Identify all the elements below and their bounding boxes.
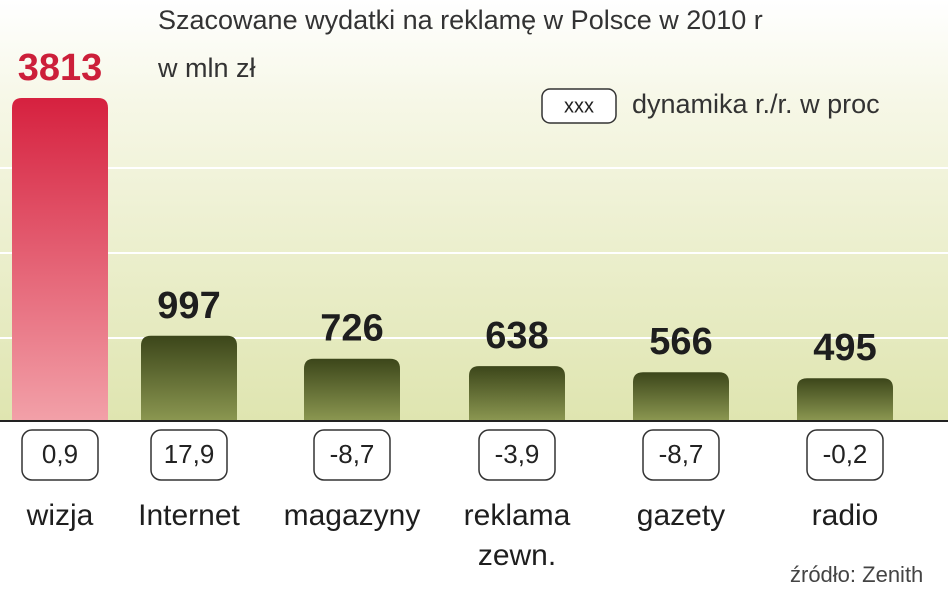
bar [797,378,893,420]
legend-box-label: xxx [564,95,594,117]
dynamics-box [642,429,720,481]
value-label: 638 [485,315,548,357]
dynamics-box [806,429,884,481]
bar [469,366,565,420]
chart-title: Szacowane wydatki na reklamę w Polsce w … [158,5,763,35]
dynamics-box [478,429,556,481]
source: źródło: Zenith [790,562,923,587]
dynamics-label: 17,9 [164,439,215,469]
legend-box [541,88,617,124]
value-label: 3813 [18,47,103,89]
dynamics-label: -0,2 [823,439,868,469]
legend-text: dynamika r./r. w proc [632,89,880,119]
bar [304,358,400,420]
x-tick-label: magazyny [284,499,421,532]
x-tick-label: reklama zewn. [464,499,571,572]
bar [141,335,237,420]
x-tick-label: gazety [637,499,725,532]
chart-subtitle: w mln zł [157,53,256,83]
dynamics-label: -8,7 [659,439,704,469]
value-label: 726 [320,308,383,350]
value-label: 495 [813,327,876,369]
bar [12,98,108,420]
x-tick-label: wizja [26,499,94,532]
dynamics-box [21,429,99,481]
value-label: 566 [649,321,712,363]
x-tick-label: Internet [138,499,240,532]
dynamics-label: -8,7 [330,439,375,469]
dynamics-box [313,429,391,481]
x-tick-label: radio [812,499,879,532]
value-label: 997 [157,285,220,327]
dynamics-box [150,429,228,481]
dynamics-label: 0,9 [42,439,78,469]
bar [633,372,729,420]
dynamics-label: -3,9 [495,439,540,469]
